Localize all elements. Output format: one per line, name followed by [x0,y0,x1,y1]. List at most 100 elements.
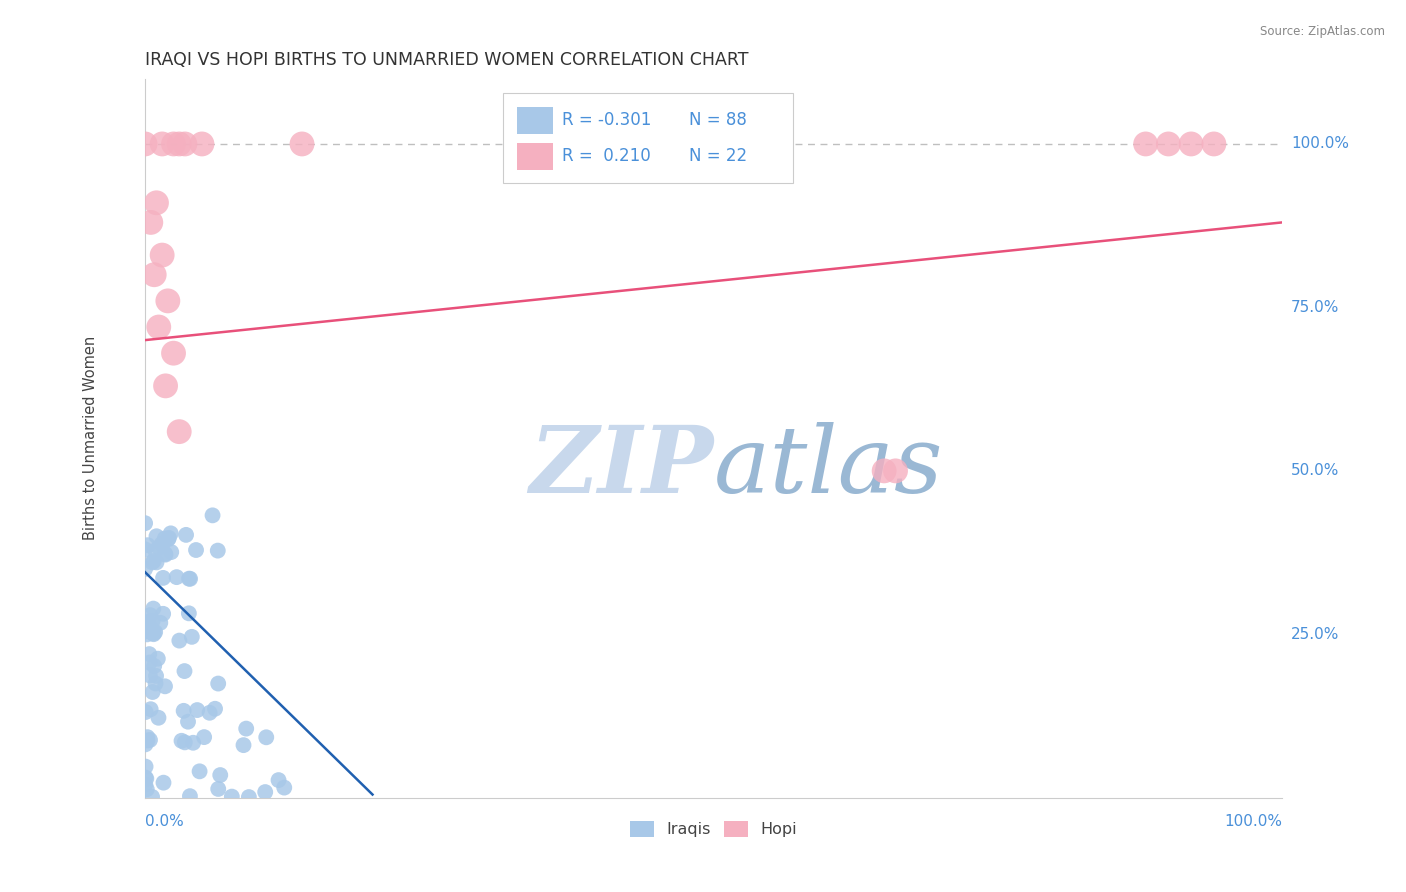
Point [141,614,163,628]
Point [141,555,163,569]
Text: 0.0%: 0.0% [145,814,184,830]
Text: N = 22: N = 22 [689,146,747,164]
Point [160,545,183,559]
Point [135,782,157,797]
Point [156,293,179,308]
Point [148,711,170,725]
Point [198,706,221,720]
Point [162,136,184,151]
Point [142,554,165,568]
Point [152,571,174,585]
Point [134,778,156,792]
Point [174,136,197,151]
Text: 25.0%: 25.0% [1291,627,1340,642]
Point [169,633,191,648]
FancyBboxPatch shape [517,143,554,169]
Point [141,623,163,637]
Point [139,608,162,623]
Point [134,737,156,751]
Text: atlas: atlas [714,422,943,512]
Point [142,601,165,615]
Point [191,136,214,151]
FancyBboxPatch shape [503,93,793,183]
Point [145,556,167,570]
Point [153,679,176,693]
Point [134,516,156,531]
Point [184,543,207,558]
Point [134,562,156,576]
Point [155,379,177,393]
Text: N = 88: N = 88 [689,111,747,128]
Point [143,625,166,640]
Point [135,772,157,786]
Point [173,664,195,678]
Text: 100.0%: 100.0% [1225,814,1282,830]
Point [145,195,167,210]
Point [159,526,181,541]
Point [235,722,257,736]
Point [153,532,176,546]
Point [150,136,173,151]
Point [173,735,195,749]
Text: R = -0.301: R = -0.301 [562,111,652,128]
Point [873,464,896,478]
Point [167,136,190,151]
Point [181,736,204,750]
Point [884,464,907,478]
Point [174,528,197,542]
Point [142,627,165,641]
Point [136,538,159,552]
Point [134,136,156,151]
Point [150,537,173,551]
Point [1180,136,1202,151]
Point [134,624,156,639]
Point [135,705,157,719]
Point [254,785,277,799]
Text: 100.0%: 100.0% [1291,136,1350,152]
Point [204,702,226,716]
Point [238,790,260,805]
Point [148,320,170,334]
FancyBboxPatch shape [517,107,554,134]
Point [149,615,172,630]
Point [153,547,176,561]
Point [143,543,166,558]
Point [139,668,162,682]
Point [152,775,174,789]
Text: IRAQI VS HOPI BIRTHS TO UNMARRIED WOMEN CORRELATION CHART: IRAQI VS HOPI BIRTHS TO UNMARRIED WOMEN … [145,51,748,69]
Point [145,676,167,690]
Point [166,570,188,584]
Point [232,738,254,752]
Point [146,651,169,665]
Point [134,771,156,785]
Point [136,730,159,744]
Point [170,733,193,747]
Point [142,685,165,699]
Point [157,531,180,545]
Point [162,346,184,360]
Point [134,542,156,557]
Point [177,607,200,621]
Point [139,215,162,229]
Point [186,703,208,717]
Text: 75.0%: 75.0% [1291,300,1340,315]
Text: Births to Unmarried Women: Births to Unmarried Women [83,336,98,541]
Point [139,621,162,635]
Point [145,669,167,683]
Point [177,572,200,586]
Point [207,781,229,796]
Point [143,268,166,282]
Point [157,532,180,546]
Point [201,508,224,523]
Point [145,529,167,543]
Point [143,659,166,673]
Point [267,773,290,788]
Point [1157,136,1180,151]
Point [148,541,170,555]
Point [1202,136,1225,151]
Point [136,733,159,747]
Point [138,656,160,670]
Point [179,789,201,804]
Legend: Iraqis, Hopi: Iraqis, Hopi [624,814,804,844]
Point [173,704,195,718]
